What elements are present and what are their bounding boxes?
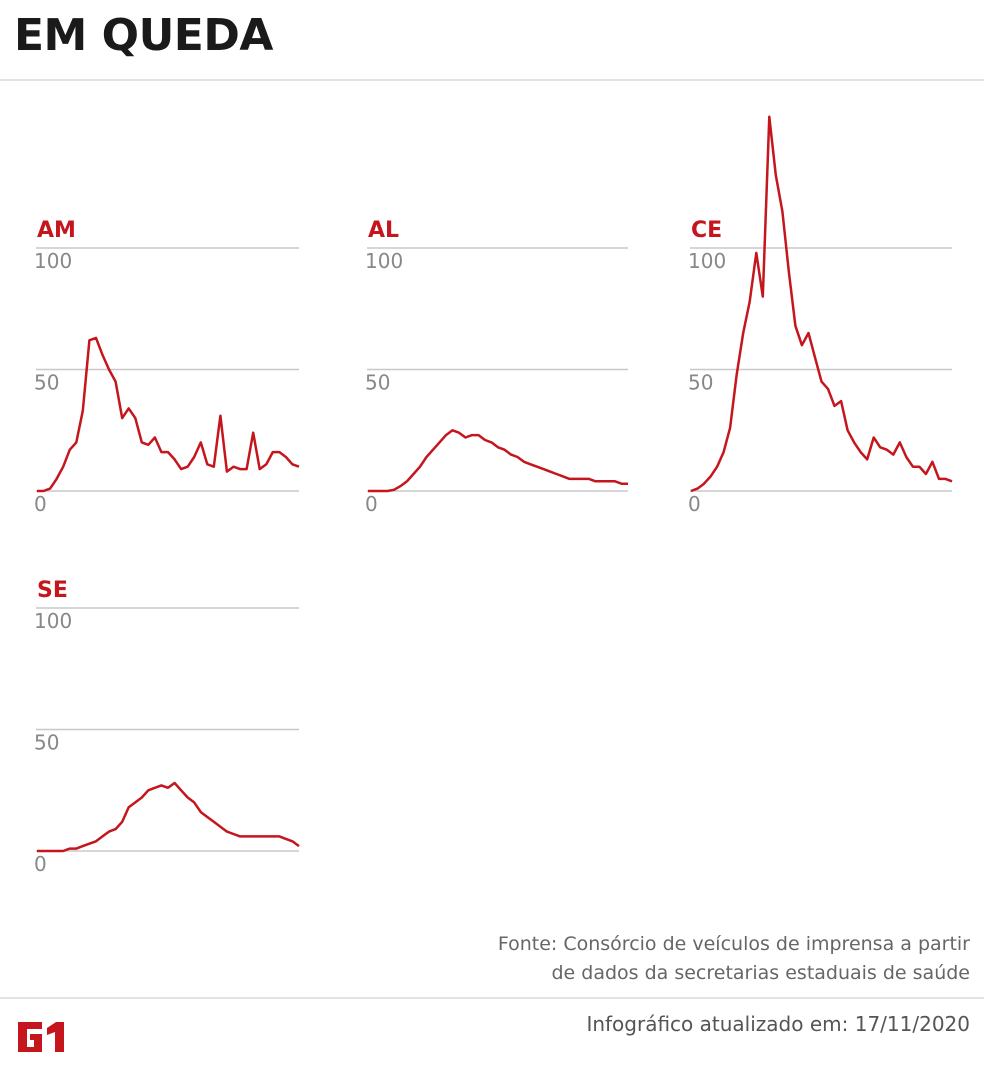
y-tick-label: 50 (365, 371, 390, 395)
small-multiples-chart: 0 50 100 AM 0 50 100 AL 0 50 100 CE 0 50 100 SE (34, 115, 953, 876)
series-line-am (37, 336, 300, 493)
panel-title-se: SE (37, 578, 68, 603)
y-tick-label: 0 (365, 492, 378, 516)
series-line-se (37, 781, 300, 853)
y-tick-label: 100 (34, 249, 72, 273)
y-tick-label: 50 (688, 371, 713, 395)
series-line-al (368, 429, 628, 493)
footer-divider (0, 997, 984, 999)
source-line-2: de dados da secretarias estaduais de saú… (551, 962, 970, 984)
y-tick-label: 0 (688, 492, 701, 516)
panel-title-al: AL (368, 218, 399, 243)
y-tick-label: 100 (688, 249, 726, 273)
y-tick-label: 50 (34, 371, 59, 395)
g1-logo (18, 1022, 64, 1052)
y-tick-label: 0 (34, 492, 47, 516)
page-title: EM QUEDA (14, 10, 273, 61)
source-line-1: Fonte: Consórcio de veículos de imprensa… (497, 933, 970, 955)
updated-date: Infográfico atualizado em: 17/11/2020 (586, 1012, 970, 1036)
y-tick-label: 50 (34, 731, 59, 755)
title-divider (0, 79, 984, 81)
panel-title-am: AM (37, 218, 76, 243)
panel-title-ce: CE (691, 218, 722, 243)
y-tick-label: 100 (365, 249, 403, 273)
y-tick-label: 0 (34, 852, 47, 876)
y-tick-label: 100 (34, 609, 72, 633)
series-line-ce (690, 115, 953, 493)
